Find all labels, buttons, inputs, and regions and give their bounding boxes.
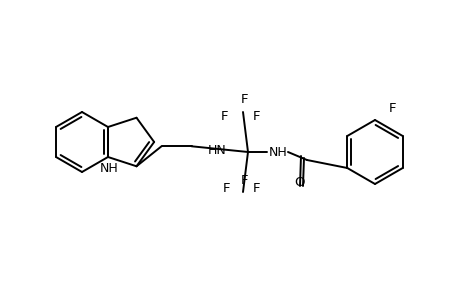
Text: F: F: [241, 173, 248, 187]
Text: F: F: [241, 92, 248, 106]
Text: F: F: [223, 182, 230, 194]
Text: NH: NH: [268, 146, 287, 158]
Text: F: F: [221, 110, 228, 122]
Text: F: F: [253, 110, 260, 122]
Text: HN: HN: [208, 143, 226, 157]
Text: F: F: [388, 101, 396, 115]
Text: F: F: [253, 182, 260, 194]
Text: O: O: [294, 176, 305, 188]
Text: NH: NH: [100, 161, 118, 175]
